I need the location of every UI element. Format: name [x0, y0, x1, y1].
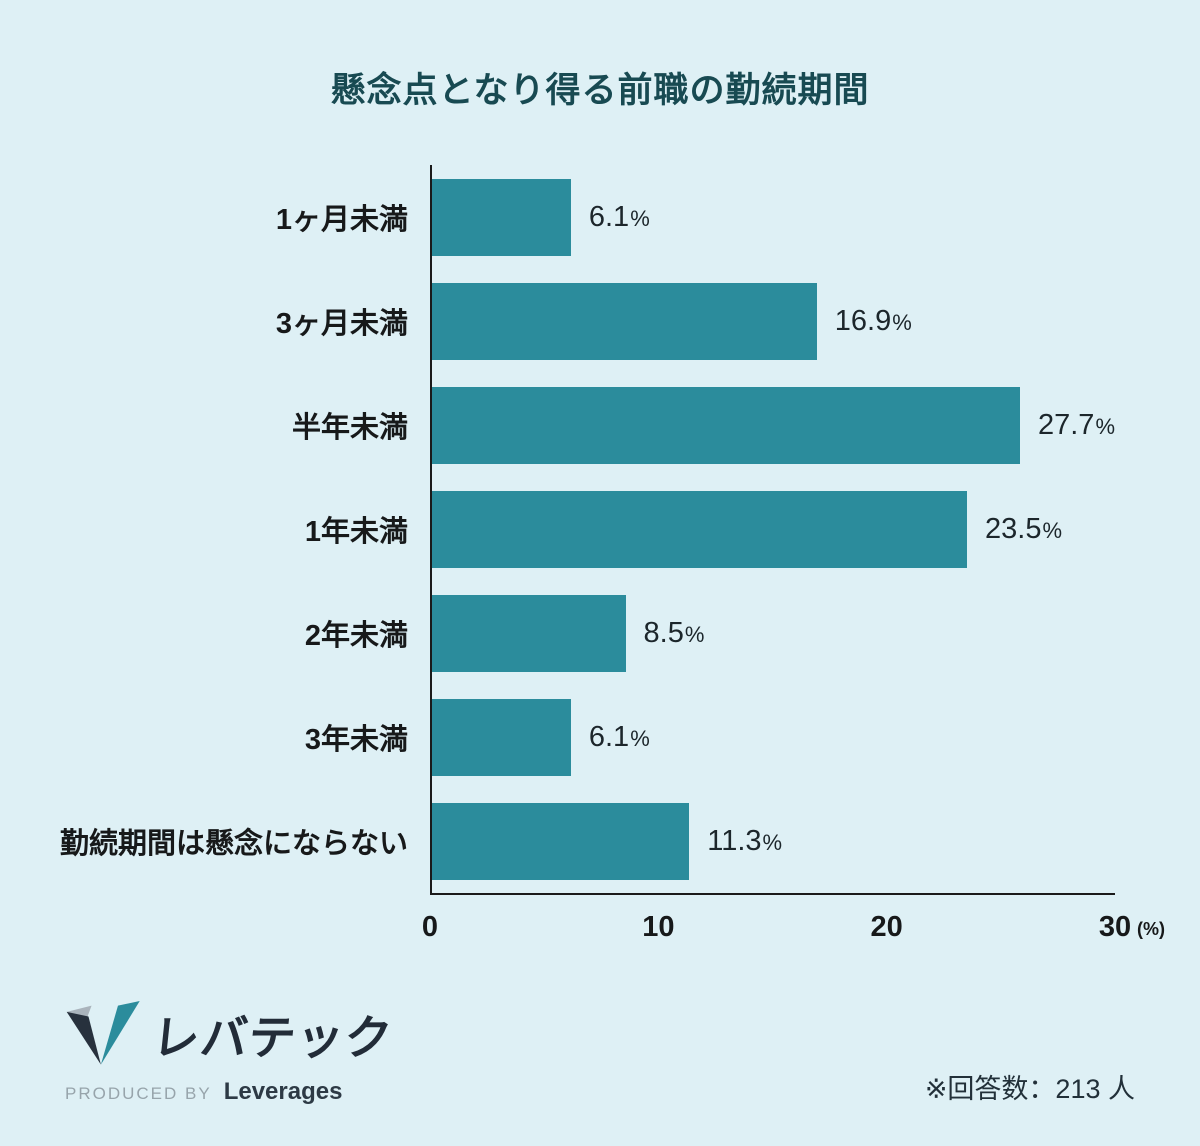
value-label: 8.5% — [643, 616, 705, 649]
respondents-note: ※回答数：213 人 — [924, 1074, 1135, 1104]
bar-row: 1年未満 23.5% — [35, 477, 1115, 581]
bar-rows: 1ヶ月未満 6.1% 3ヶ月未満 16.9% 半年未満 27.7% 1年未満 23.5% 2年未… — [35, 165, 1115, 893]
category-label: 2年未満 — [304, 620, 408, 652]
levtech-logo-icon — [66, 1000, 140, 1065]
value-label: 6.1% — [588, 720, 650, 753]
footer: レバテック PRODUCED BY Leverages ※回答数：213 人 — [65, 999, 1135, 1146]
category-label: 1ヶ月未満 — [275, 204, 408, 236]
bar-cell: 23.5% — [430, 477, 1115, 581]
x-tick: 0 — [421, 911, 439, 943]
bar — [432, 386, 1020, 464]
bar-row: 半年未満 27.7% — [35, 373, 1115, 477]
bar-cell: 6.1% — [430, 165, 1115, 269]
category-label: 1年未満 — [304, 516, 408, 548]
bar-row: 3ヶ月未満 16.9% — [35, 269, 1115, 373]
bar-cell: 8.5% — [430, 581, 1115, 685]
bar-row: 1ヶ月未満 6.1% — [35, 165, 1115, 269]
bar-cell: 6.1% — [430, 685, 1115, 789]
bar-cell: 16.9% — [430, 269, 1115, 373]
logo: レバテック PRODUCED BY Leverages — [65, 999, 396, 1106]
value-label: 27.7% — [1037, 408, 1115, 441]
category-label: 3年未満 — [304, 724, 408, 756]
bar-row: 3年未満 6.1% — [35, 685, 1115, 789]
produced-by-label: PRODUCED BY — [65, 1084, 212, 1103]
x-tick: 10 — [642, 911, 675, 943]
logo-text: レバテック — [149, 1011, 396, 1064]
bar — [432, 802, 690, 880]
category-label: 勤続期間は懸念にならない — [59, 828, 408, 860]
bar — [432, 698, 571, 776]
bar — [432, 490, 968, 568]
bar-row: 勤続期間は懸念にならない 11.3% — [35, 789, 1115, 893]
bar-chart: 1ヶ月未満 6.1% 3ヶ月未満 16.9% 半年未満 27.7% 1年未満 23.5% 2年未… — [35, 165, 1165, 951]
axis-spacer — [35, 893, 430, 951]
x-axis-unit: (%) — [1137, 919, 1165, 939]
value-label: 16.9% — [834, 304, 912, 337]
x-axis-ticks: 0 10 20 30 (%) — [422, 893, 1165, 951]
category-label: 半年未満 — [291, 412, 408, 444]
x-tick: 20 — [870, 911, 903, 943]
bar — [432, 594, 626, 672]
bar-row: 2年未満 8.5% — [35, 581, 1115, 685]
category-label: 3ヶ月未満 — [275, 308, 408, 340]
bar — [432, 178, 571, 256]
bar — [432, 282, 817, 360]
chart-title: 懸念点となり得る前職の勤続期間 — [330, 71, 870, 110]
value-label: 11.3% — [707, 824, 783, 857]
x-axis: 0 10 20 30 (%) — [35, 893, 1165, 951]
value-label: 6.1% — [588, 200, 650, 233]
bar-cell: 11.3% — [430, 789, 1115, 893]
value-label: 23.5% — [985, 512, 1063, 545]
x-tick: 30 — [1098, 911, 1132, 943]
company-name: Leverages — [223, 1078, 343, 1105]
bar-cell: 27.7% — [430, 373, 1115, 477]
